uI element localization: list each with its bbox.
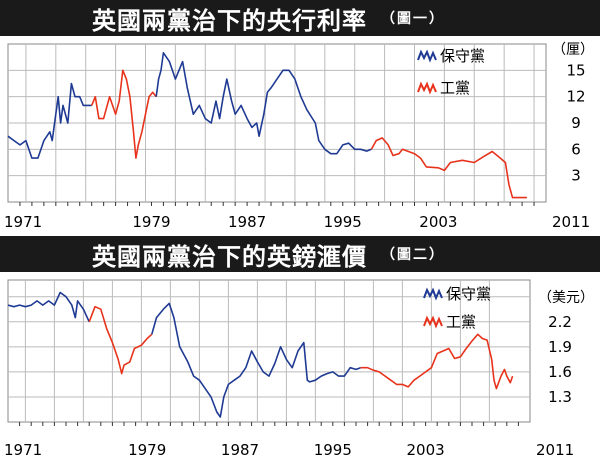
x-tick-label: 1987 [228, 213, 266, 231]
series-line-conservative-2 [155, 52, 372, 155]
series-line-conservative-2 [151, 302, 361, 418]
x-tick-label: 2003 [419, 213, 457, 231]
legend-swatch-labour [417, 81, 437, 95]
legend-label-conservative: 保守黨 [446, 285, 491, 303]
legend-label-labour: 工黨 [446, 313, 476, 331]
series-line-labour-1 [90, 69, 157, 159]
y-tick-label: 1.3 [548, 388, 572, 406]
chart1-title-bar: 英國兩黨治下的央行利率 （圖一） [0, 0, 600, 36]
x-tick-label: 1995 [314, 441, 352, 459]
y-tick-label: 6 [571, 140, 581, 158]
y-tick-label: 2.2 [548, 313, 572, 331]
x-tick-label: 1971 [4, 441, 42, 459]
exchange-rate-chart: 1971 1979 1987 1995 2003 2011 2.2 1.9 1.6 1.3 （美元）… [4, 279, 594, 459]
y-axis-unit-label: （美元） [538, 290, 594, 306]
legend-label-conservative: 保守黨 [440, 47, 485, 65]
legend-swatch-conservative [423, 287, 443, 301]
y-tick-label: 3 [571, 167, 581, 185]
y-tick-label: 12 [566, 88, 585, 106]
series-line-conservative-0 [7, 291, 90, 323]
chart2-figure-tag: （圖二） [381, 247, 445, 263]
y-axis-unit-label: （厘） [552, 42, 594, 58]
y-tick-label: 1.6 [548, 363, 572, 381]
series-line-conservative-0 [7, 82, 92, 159]
legend-label-labour: 工黨 [440, 79, 470, 97]
y-tick-label: 1.9 [548, 338, 572, 356]
chart2-title-bar: 英國兩黨治下的英鎊滙價 （圖二） [0, 236, 600, 272]
x-tick-label: 2003 [407, 441, 445, 459]
x-tick-label: 1979 [132, 213, 170, 231]
series-line-labour-1 [88, 305, 153, 375]
series-line-labour-3 [360, 333, 514, 390]
chart1-title: 英國兩黨治下的央行利率 [92, 6, 367, 35]
x-tick-label: 1987 [221, 441, 259, 459]
x-tick-label: 1971 [4, 213, 42, 231]
x-tick-label: 1979 [128, 441, 166, 459]
x-tick-label: 1995 [324, 213, 362, 231]
chart2-title: 英國兩黨治下的英鎊滙價 [92, 242, 367, 271]
x-tick-label: 2011 [536, 441, 574, 459]
x-tick-label: 2011 [552, 213, 590, 231]
y-tick-label: 15 [566, 61, 585, 79]
legend-swatch-conservative [417, 49, 437, 63]
legend-swatch-labour [423, 315, 443, 329]
series-line-labour-3 [370, 137, 527, 199]
y-tick-label: 9 [571, 114, 581, 132]
chart1-figure-tag: （圖一） [381, 11, 445, 27]
